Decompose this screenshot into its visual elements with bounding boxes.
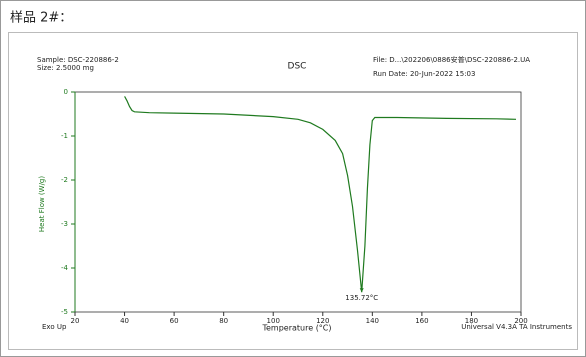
peak-label: 135.72°C [345,294,378,302]
y-tick-label: 0 [64,88,68,96]
instrument: Universal V4.3A TA Instruments [461,323,572,331]
x-tick-label: 80 [219,317,228,325]
x-tick-label: 20 [71,317,80,325]
x-tick-label: 60 [170,317,179,325]
y-tick-label: -2 [61,176,68,184]
y-tick-label: -1 [61,132,68,140]
x-tick-label: 40 [120,317,129,325]
x-tick-label: 160 [415,317,428,325]
x-tick-label: 180 [465,317,478,325]
chart-title: DSC [288,62,307,72]
x-axis-label: Temperature (°C) [261,324,331,333]
x-tick-label: 140 [366,317,379,325]
file: File: D...\202206\0886安普\DSC-220886-2.UA [373,55,530,64]
heading: 样品 2#： [10,11,72,26]
y-tick-label: -4 [61,264,69,272]
sample: Sample: DSC-220886-2 [37,56,119,64]
x-tick-label: 120 [316,317,329,325]
run-date: Run Date: 20-Jun-2022 15:03 [373,70,475,78]
y-tick-label: -5 [61,308,68,316]
x-tick-label: 100 [267,317,280,325]
data-line [124,96,517,293]
y-tick-label: -3 [61,220,68,228]
y-axis-label: Heat Flow (W/g) [38,176,46,232]
peak-marker [359,288,364,293]
x-tick-label: 200 [514,317,527,325]
size: Size: 2.5000 mg [37,64,94,72]
chart-frame [8,32,578,350]
exo-note: Exo Up [42,323,67,331]
